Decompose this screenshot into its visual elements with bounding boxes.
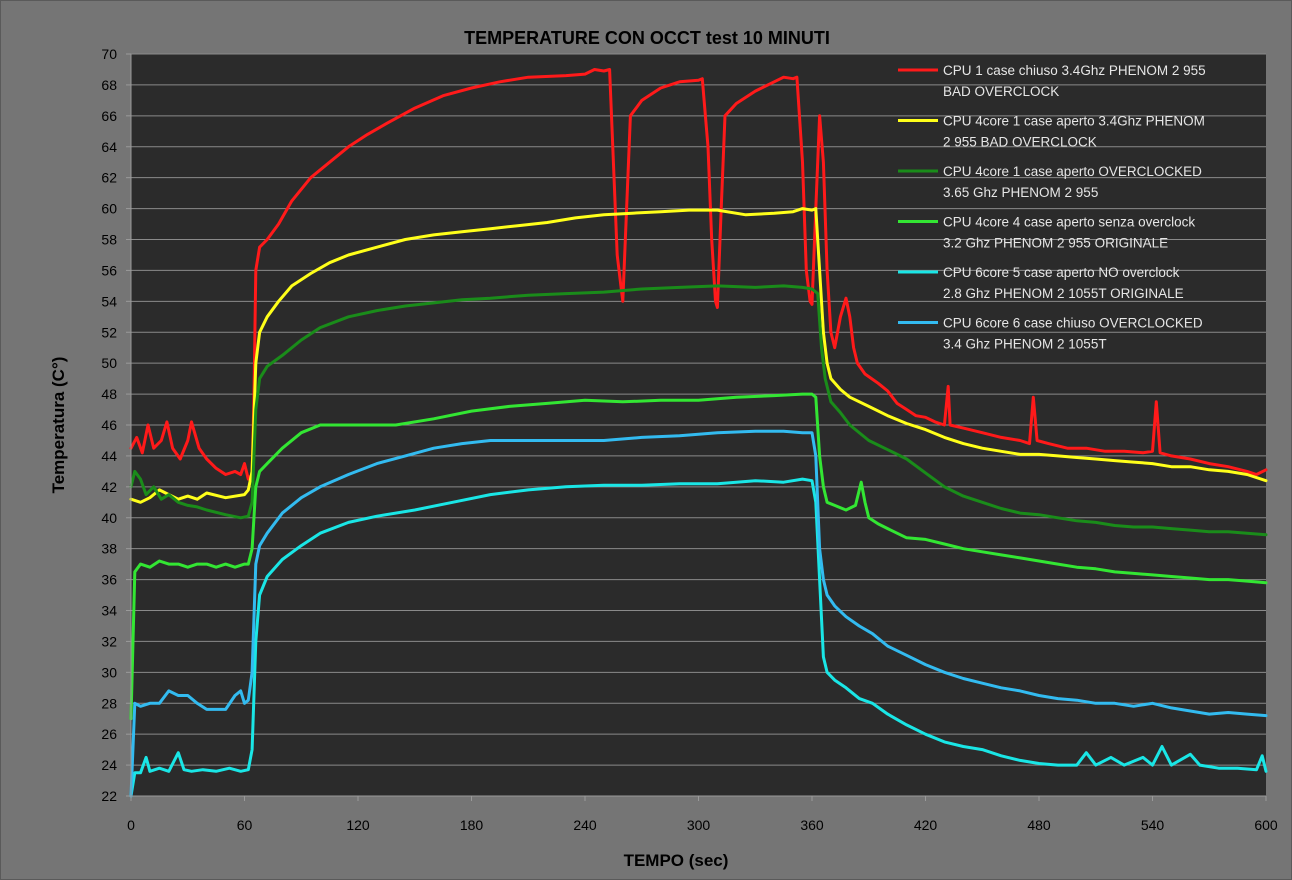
y-tick-label: 34 [101,603,117,619]
x-tick-label: 240 [573,817,597,833]
y-tick-label: 46 [101,417,117,433]
y-tick-label: 28 [101,695,117,711]
x-tick-label: 420 [914,817,938,833]
y-tick-label: 58 [101,232,117,248]
x-axis-title: TEMPO (sec) [624,851,729,870]
legend-label-5: 2.8 Ghz PHENOM 2 1055T ORIGINALE [943,286,1184,301]
x-tick-labels: 0 60 120 180 240 300 360 420 480 540 600 [127,796,1278,833]
legend-label-1: CPU 1 case chiuso 3.4Ghz PHENOM 2 955 [943,63,1206,78]
y-tick-label: 62 [101,170,117,186]
y-tick-label: 70 [101,46,117,62]
x-tick-label: 540 [1141,817,1165,833]
legend: CPU 1 case chiuso 3.4Ghz PHENOM 2 955 BAD… [898,63,1206,352]
chart-title: TEMPERATURE CON OCCT test 10 MINUTI [464,28,830,48]
y-tick-label: 48 [101,386,117,402]
series-line-6 [129,429,1268,798]
x-tick-label: 0 [127,817,135,833]
y-tick-label: 52 [101,324,117,340]
y-tick-label: 24 [101,757,117,773]
y-tick-label: 54 [101,293,117,309]
series-line-2 [129,207,1268,504]
y-tick-label: 38 [101,541,117,557]
legend-label-1: BAD OVERCLOCK [943,84,1059,99]
series-line-5 [129,477,1268,798]
x-tick-label: 180 [460,817,484,833]
y-tick-label: 42 [101,479,117,495]
series-line-3 [129,284,1268,537]
gridlines [131,53,1266,766]
y-tick-label: 44 [101,448,117,464]
legend-label-6: 3.4 Ghz PHENOM 2 1055T [943,337,1107,352]
legend-label-2: CPU 4core 1 case aperto 3.4Ghz PHENOM [943,114,1205,129]
series-line-4 [129,392,1268,721]
legend-label-4: CPU 4core 4 case aperto senza overclock [943,215,1195,230]
legend-label-3: CPU 4core 1 case aperto OVERCLOCKED [943,164,1202,179]
y-tick-label: 66 [101,108,117,124]
y-tick-label: 56 [101,262,117,278]
y-tick-label: 64 [101,139,117,155]
x-tick-label: 120 [346,817,370,833]
legend-label-3: 3.65 Ghz PHENOM 2 955 [943,185,1098,200]
legend-label-6: CPU 6core 6 case chiuso OVERCLOCKED [943,316,1203,331]
x-tick-label: 60 [237,817,253,833]
x-tick-label: 300 [687,817,711,833]
y-tick-label: 50 [101,355,117,371]
x-tick-label: 600 [1254,817,1278,833]
y-tick-label: 60 [101,201,117,217]
y-tick-label: 40 [101,510,117,526]
y-tick-label: 22 [101,788,117,804]
y-tick-label: 26 [101,726,117,742]
y-tick-labels: 22 24 26 28 30 32 34 36 38 40 42 44 46 48 50 52 54 56 58 60… [101,46,131,804]
y-axis-title: Temperatura (C°) [49,357,68,494]
x-tick-label: 480 [1027,817,1051,833]
y-tick-label: 68 [101,77,117,93]
y-tick-label: 30 [101,664,117,680]
y-tick-label: 36 [101,572,117,588]
series-lines [129,68,1268,798]
y-tick-label: 32 [101,633,117,649]
legend-label-4: 3.2 Ghz PHENOM 2 955 ORIGINALE [943,236,1168,251]
legend-label-2: 2 955 BAD OVERCLOCK [943,135,1097,150]
legend-label-5: CPU 6core 5 case aperto NO overclock [943,265,1180,280]
x-tick-label: 360 [800,817,824,833]
